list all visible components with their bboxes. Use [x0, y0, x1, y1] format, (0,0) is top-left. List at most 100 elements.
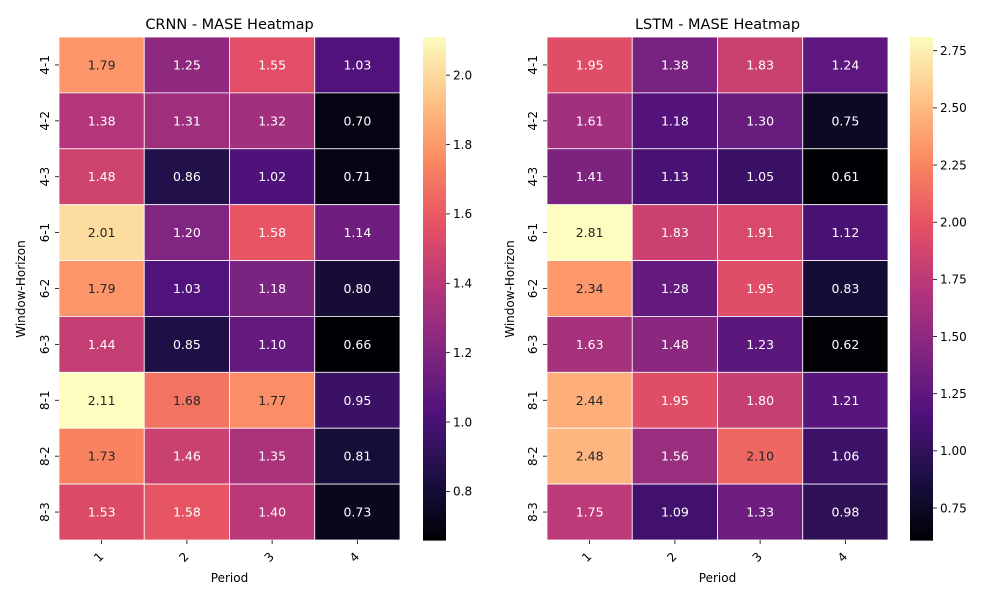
colorbar-segment — [910, 481, 933, 487]
colorbar-segment — [910, 234, 933, 239]
colorbar-segment — [910, 179, 933, 185]
colorbar-segment — [423, 204, 446, 210]
colorbar-segment — [910, 326, 933, 332]
heatmap-cell — [802, 371, 889, 429]
colorbar-segment — [423, 120, 446, 126]
colorbar-segment — [423, 527, 446, 533]
colorbar-segment — [423, 401, 446, 407]
colorbar-segment — [423, 74, 446, 80]
colorbar-segment — [910, 229, 933, 235]
heatmap-cell — [314, 204, 401, 261]
colorbar-segment — [910, 451, 933, 457]
colorbar-segment — [910, 183, 933, 189]
colorbar-segment — [910, 527, 933, 533]
colorbar-segment — [423, 330, 446, 336]
colorbar-segment — [423, 187, 446, 193]
y-tick-label: 6-3 — [38, 335, 52, 355]
heatmap-cell — [314, 148, 401, 206]
heatmap-cell — [143, 148, 230, 206]
x-tick-label: 2 — [176, 550, 191, 565]
x-tick-label: 4 — [347, 550, 362, 565]
colorbar-segment — [910, 62, 933, 67]
colorbar-segment — [910, 296, 933, 302]
colorbar-segment — [910, 242, 933, 248]
colorbar-segment — [910, 351, 933, 357]
colorbar-segment — [423, 347, 446, 352]
heatmap-cell — [143, 260, 230, 317]
colorbar-segment — [910, 271, 933, 277]
colorbar-segment — [910, 334, 933, 340]
cell-value-label: 1.14 — [343, 225, 371, 240]
colorbar-segment — [910, 363, 933, 369]
heatmap-cell — [717, 148, 804, 206]
heatmap-cell — [546, 371, 633, 429]
chart-title: LSTM - MASE Heatmap — [635, 17, 800, 33]
y-tick-label: 4-2 — [526, 111, 540, 131]
heatmap-cell — [802, 36, 889, 94]
colorbar-segment — [910, 145, 933, 151]
colorbar-segment — [423, 305, 446, 311]
heatmap-cell — [229, 260, 316, 317]
cell-value-label: 1.20 — [173, 225, 201, 240]
colorbar-segment — [910, 91, 933, 97]
cell-value-label: 1.46 — [173, 449, 201, 464]
colorbar-segment — [910, 380, 933, 386]
cell-value-label: 1.83 — [661, 225, 689, 240]
colorbar-segment — [423, 254, 446, 260]
colorbar-segment — [910, 372, 933, 378]
colorbar-tick-label: 1.50 — [940, 330, 967, 344]
cell-value-label: 1.28 — [661, 281, 689, 296]
colorbar-segment — [423, 292, 446, 298]
heatmap-cell — [802, 92, 889, 150]
colorbar-segment — [423, 510, 446, 516]
heatmap-cell — [546, 427, 633, 485]
cell-value-label: 1.10 — [258, 337, 286, 352]
colorbar-segment — [910, 468, 933, 474]
colorbar-segment — [910, 347, 933, 352]
colorbar-segment — [910, 129, 933, 135]
colorbar-segment — [423, 443, 446, 449]
colorbar-segment — [423, 460, 446, 466]
y-tick-label: 6-2 — [38, 279, 52, 299]
cell-value-label: 1.55 — [258, 57, 286, 72]
colorbar-segment — [910, 422, 933, 428]
colorbar-segment — [423, 418, 446, 424]
colorbar-segment — [423, 62, 446, 67]
colorbar-segment — [423, 393, 446, 399]
colorbar-segment — [423, 426, 446, 432]
heatmap-cell — [717, 483, 804, 541]
cell-value-label: 1.58 — [258, 225, 286, 240]
colorbar-tick-label: 0.75 — [940, 501, 967, 515]
cell-value-label: 1.06 — [831, 449, 859, 464]
colorbar-segment — [910, 456, 933, 461]
cell-value-label: 1.05 — [746, 169, 774, 184]
colorbar-segment — [423, 489, 446, 495]
colorbar-segment — [423, 49, 446, 55]
colorbar-segment — [423, 422, 446, 428]
y-axis-label: Window-Horizon — [14, 240, 28, 338]
colorbar-segment — [423, 313, 446, 319]
colorbar-tick-label: 1.75 — [940, 273, 967, 287]
colorbar-segment — [910, 292, 933, 298]
colorbar-segment — [423, 70, 446, 76]
cell-value-label: 1.12 — [831, 225, 859, 240]
cell-value-label: 1.95 — [576, 57, 604, 72]
colorbar-segment — [910, 162, 933, 168]
colorbar-segment — [910, 384, 933, 390]
colorbar: 0.75 1.00 1.25 1.50 1.75 2.00 2.25 2.50 2.75 — [910, 37, 967, 541]
heatmap-cell — [631, 148, 718, 206]
heatmap-cell — [717, 260, 804, 317]
heatmap-cell — [58, 92, 145, 150]
colorbar-segment — [423, 472, 446, 478]
y-tick-label: 6-1 — [38, 223, 52, 243]
colorbar-segment — [910, 200, 933, 206]
colorbar-segment — [910, 213, 933, 218]
cell-value-label: 2.81 — [576, 225, 604, 240]
cell-value-label: 1.91 — [746, 225, 774, 240]
colorbar-segment — [910, 305, 933, 311]
heatmap-cell — [143, 36, 230, 94]
cell-value-label: 1.18 — [661, 113, 689, 128]
cell-value-label: 2.48 — [576, 449, 604, 464]
colorbar-segment — [423, 225, 446, 231]
